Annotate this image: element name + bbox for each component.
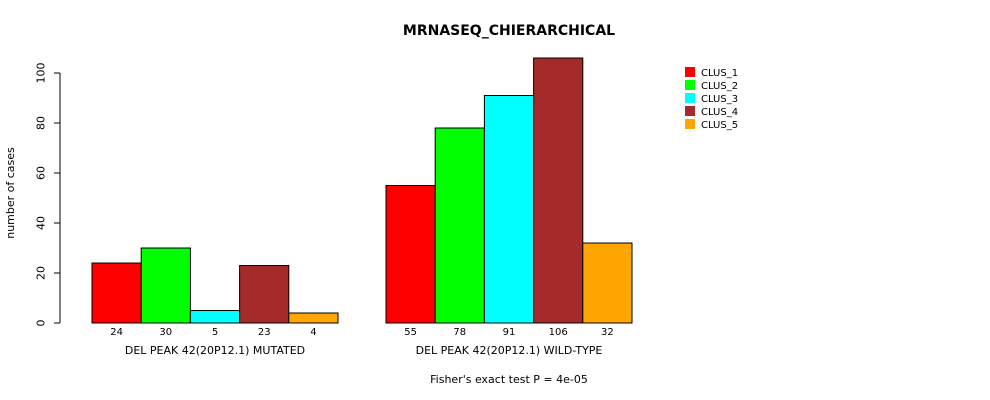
y-axis-label: number of cases: [4, 147, 17, 239]
bar-count-label: 55: [404, 327, 417, 338]
bar-clus-5-group-2: [582, 242, 633, 324]
legend-swatch: [685, 80, 695, 90]
y-axis: 0 20 40 60 80 100: [35, 63, 61, 327]
bar-clus-5-group-1: [288, 312, 339, 324]
bars: [91, 57, 633, 324]
bar-clus-1-group-2: [385, 185, 436, 324]
bar-clus-2-group-1: [140, 247, 191, 324]
fisher-test-note: Fisher's exact test P = 4e-05: [430, 373, 588, 386]
bar-count-label: 4: [310, 327, 316, 338]
y-tick-label: 40: [35, 216, 48, 230]
bar-clus-4-group-1: [239, 265, 290, 324]
bar-count-label: 32: [601, 327, 614, 338]
y-tick-label: 0: [35, 320, 48, 327]
legend-label: CLUS_2: [701, 81, 738, 92]
bar-count-label: 24: [110, 327, 123, 338]
bar-count-label: 5: [212, 327, 218, 338]
y-tick-label: 60: [35, 166, 48, 180]
group-label: DEL PEAK 42(20P12.1) WILD-TYPE: [416, 344, 603, 357]
bar-clus-2-group-2: [434, 127, 485, 324]
group-label: DEL PEAK 42(20P12.1) MUTATED: [125, 344, 305, 357]
legend-label: CLUS_3: [701, 94, 738, 105]
bar-clus-3-group-1: [189, 310, 241, 324]
bar-clus-3-group-2: [483, 95, 535, 324]
bar-count-label: 106: [549, 327, 568, 338]
legend-label: CLUS_5: [701, 120, 738, 131]
y-tick-label: 100: [35, 63, 48, 84]
legend-label: CLUS_1: [701, 68, 738, 79]
bar-count-label: 23: [258, 327, 271, 338]
y-tick-label: 80: [35, 116, 48, 130]
count-labels: 24 30 5 23 4 55 78 91 106 32: [110, 327, 614, 338]
legend-label: CLUS_4: [701, 107, 738, 118]
legend: CLUS_1 CLUS_2 CLUS_3 CLUS_4 CLUS_5: [685, 67, 738, 131]
legend-swatch: [685, 106, 695, 116]
legend-swatch: [685, 93, 695, 103]
bar-count-label: 91: [503, 327, 516, 338]
group-labels: DEL PEAK 42(20P12.1) MUTATED DEL PEAK 42(…: [125, 344, 603, 357]
chart-title: MRNASEQ_CHIERARCHICAL: [403, 23, 615, 39]
bar-clus-4-group-2: [533, 57, 584, 324]
bar-count-label: 30: [159, 327, 172, 338]
bar-count-label: 78: [453, 327, 466, 338]
bar-clus-1-group-1: [91, 262, 142, 324]
y-tick-label: 20: [35, 266, 48, 280]
legend-swatch: [685, 67, 695, 77]
legend-swatch: [685, 119, 695, 129]
